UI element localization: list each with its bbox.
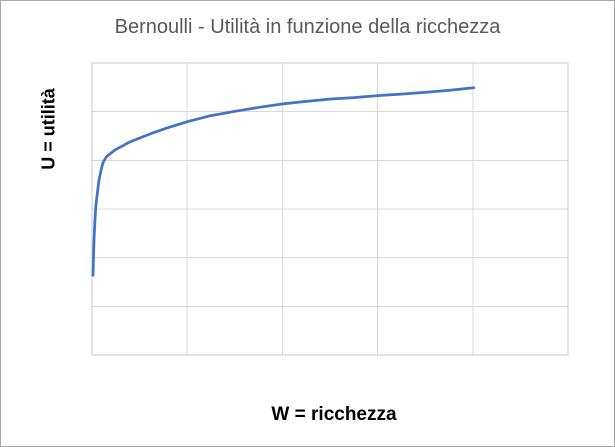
- x-axis-title: W = ricchezza: [271, 404, 397, 425]
- utility-curve: [91, 86, 476, 277]
- chart-title: Bernoulli - Utilità in funzione della ri…: [114, 16, 501, 38]
- plot-border: [91, 62, 569, 356]
- y-axis-title: U = utilità: [38, 88, 59, 170]
